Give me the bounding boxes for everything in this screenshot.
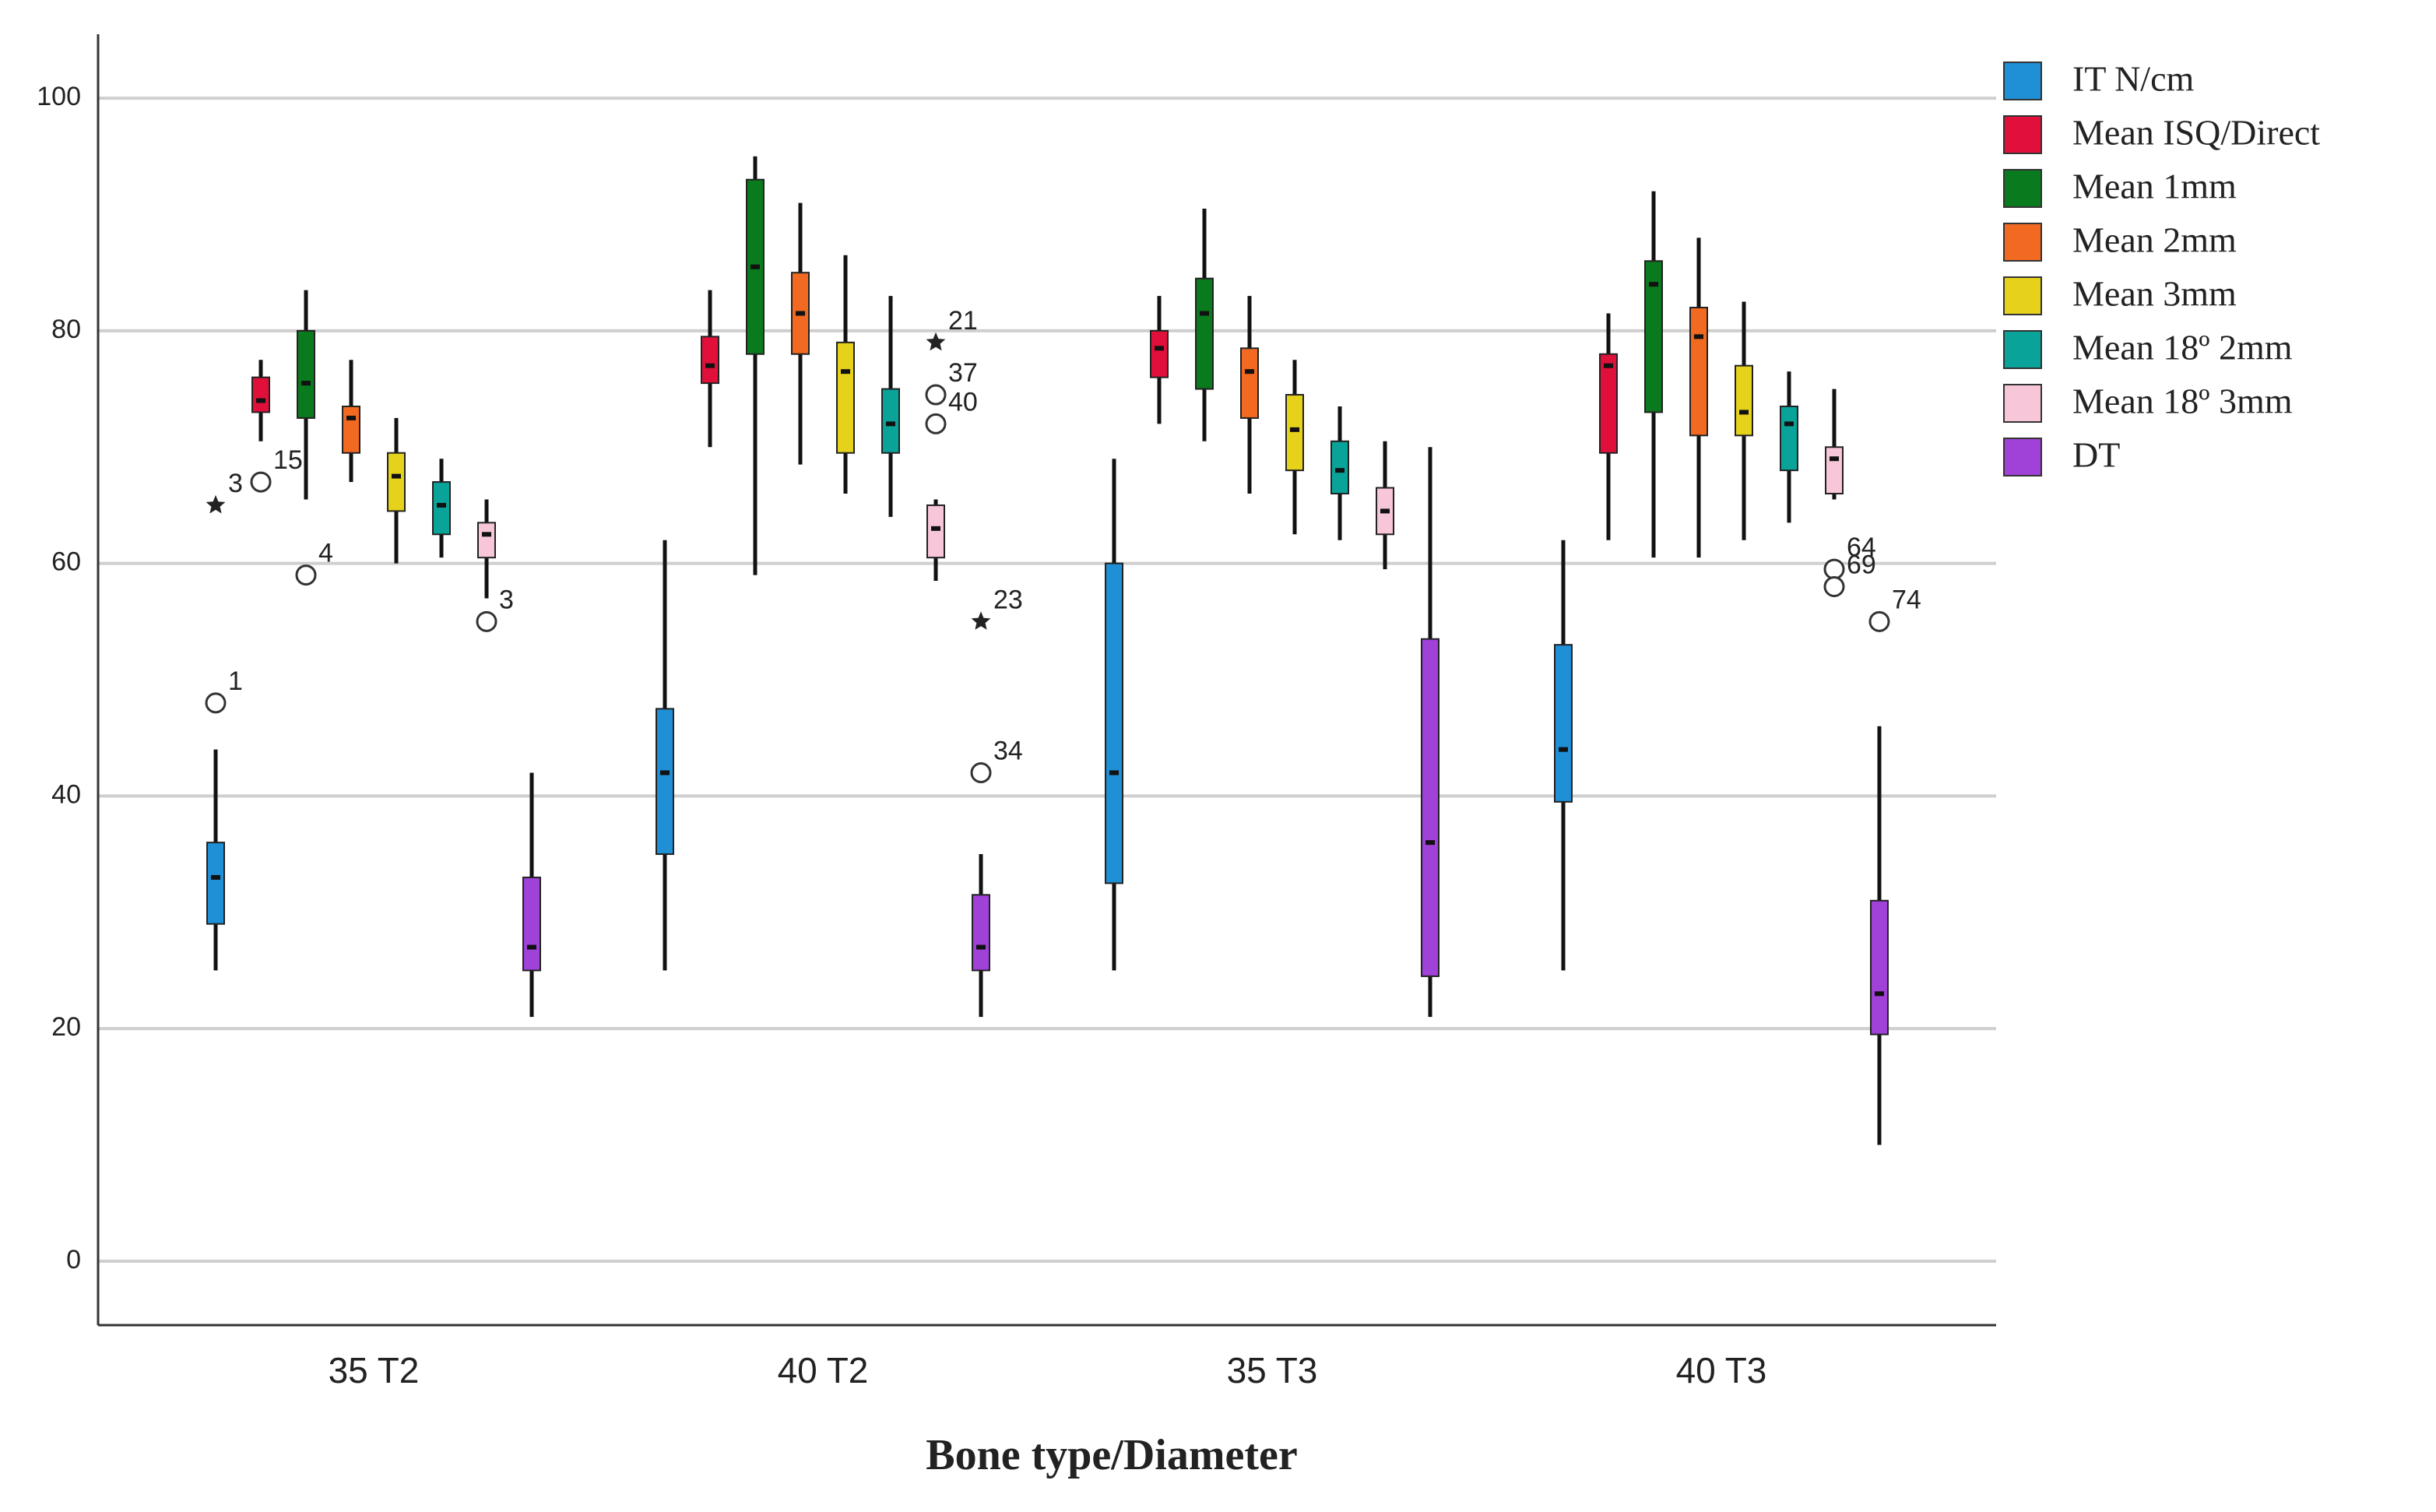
legend-swatch <box>2003 438 2042 476</box>
box <box>387 452 406 512</box>
box <box>1825 446 1844 495</box>
legend-label: Mean 2mm <box>2072 220 2237 260</box>
outlier-label: 23 <box>993 585 1023 614</box>
outlier-label: 15 <box>273 445 303 475</box>
outlier <box>205 692 227 714</box>
outlier-star <box>971 611 991 630</box>
outlier <box>250 471 272 493</box>
outlier <box>1823 558 1845 580</box>
legend-swatch <box>2003 169 2042 208</box>
outlier <box>970 761 992 783</box>
outlier-label: 4 <box>318 539 333 568</box>
outlier-label: 34 <box>993 736 1023 765</box>
outlier-label: 74 <box>1892 585 1921 614</box>
box <box>206 842 225 925</box>
box <box>432 481 451 536</box>
outlier-label: 37 <box>948 358 978 388</box>
box <box>1599 353 1618 454</box>
box <box>1240 347 1259 419</box>
box <box>1330 440 1349 495</box>
y-tick-label: 20 <box>51 1012 81 1042</box>
x-tick-label: 35 T3 <box>1227 1350 1318 1391</box>
legend-swatch <box>2003 62 2042 100</box>
legend-swatch <box>2003 115 2042 154</box>
outlier <box>925 413 947 434</box>
box <box>836 341 855 454</box>
box <box>251 376 270 413</box>
box <box>1195 277 1214 390</box>
box <box>656 708 674 856</box>
legend-label: Mean 18º 2mm <box>2072 328 2293 367</box>
y-tick-label: 0 <box>66 1245 81 1275</box>
outlier-star <box>926 332 946 351</box>
box <box>1285 394 1304 472</box>
y-tick-label: 100 <box>37 82 81 111</box>
x-tick-label: 40 T3 <box>1676 1350 1767 1391</box>
outlier <box>295 564 317 586</box>
box <box>522 876 541 972</box>
legend-label: Mean ISQ/Direct <box>2072 113 2320 153</box>
y-tick-label: 60 <box>51 547 81 577</box>
x-axis-title: Bone type/Diameter <box>926 1431 1297 1479</box>
outlier-label: 3 <box>499 585 514 614</box>
box <box>1644 260 1663 413</box>
outlier-label: 3 <box>228 469 243 498</box>
outlier-label: 64 <box>1847 533 1876 562</box>
legend-label: Mean 1mm <box>2072 167 2237 206</box>
box <box>1105 562 1123 884</box>
legend-swatch <box>2003 276 2042 315</box>
box <box>1150 329 1169 378</box>
outlier-label: 1 <box>228 666 243 696</box>
outlier <box>1823 576 1845 598</box>
y-tick-label: 40 <box>51 779 81 809</box>
outlier <box>925 384 947 406</box>
outlier-label: 69 <box>1847 550 1876 579</box>
outlier-label: 21 <box>948 306 978 336</box>
box <box>926 504 945 559</box>
legend-swatch <box>2003 330 2042 369</box>
x-tick-label: 40 T2 <box>778 1350 869 1391</box>
box <box>972 894 990 972</box>
box <box>701 336 719 385</box>
outlier-label: 40 <box>948 387 978 417</box>
legend-label: Mean 18º 3mm <box>2072 382 2293 421</box>
box <box>1554 644 1573 803</box>
y-tick-label: 80 <box>51 315 81 344</box>
box <box>342 405 360 454</box>
outlier <box>476 610 497 632</box>
legend-swatch <box>2003 223 2042 262</box>
box <box>297 329 315 419</box>
legend-label: DT <box>2072 435 2120 475</box>
box <box>1421 638 1439 977</box>
box <box>1870 899 1889 1036</box>
box <box>1780 405 1798 472</box>
legend-swatch <box>2003 384 2042 423</box>
box <box>1689 307 1708 437</box>
outlier <box>1868 610 1890 632</box>
box <box>881 388 900 454</box>
legend-label: Mean 3mm <box>2072 274 2237 314</box>
box <box>1735 364 1753 437</box>
x-tick-label: 35 T2 <box>329 1350 420 1391</box>
legend-label: IT N/cm <box>2072 59 2195 99</box>
box <box>477 522 496 559</box>
outlier-star <box>206 494 226 514</box>
